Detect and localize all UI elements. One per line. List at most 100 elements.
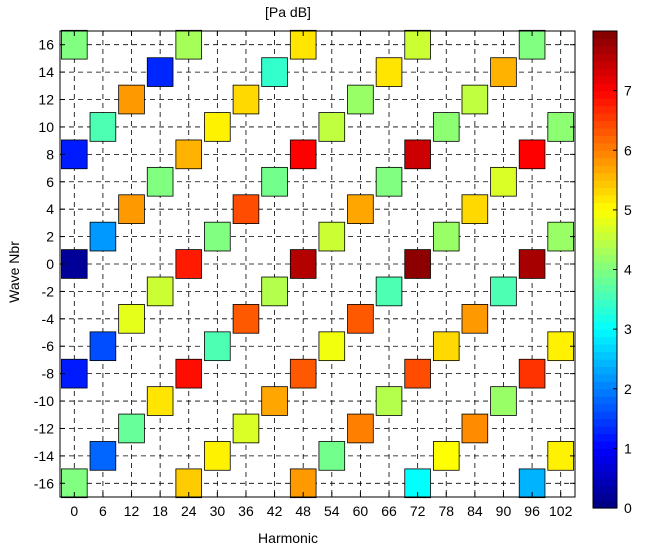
heatmap-cell bbox=[432, 112, 460, 142]
colorbar-segment bbox=[593, 247, 617, 256]
heatmap-cell bbox=[461, 84, 489, 115]
colorbar-segment bbox=[593, 299, 617, 308]
colorbar-segment bbox=[593, 269, 617, 278]
heatmap-cell bbox=[289, 358, 317, 389]
plot-area: 0 6 12 18 24 30 36 42 48 54 60 66 72 78 84 90 96 10216141… bbox=[34, 29, 576, 519]
colorbar-tick-label: 3 bbox=[624, 321, 632, 337]
heatmap-cell bbox=[461, 304, 489, 334]
heatmap-cell bbox=[375, 166, 403, 197]
heatmap-cell bbox=[175, 249, 203, 279]
colorbar-segment bbox=[593, 75, 617, 84]
colorbar-segment bbox=[593, 239, 617, 248]
x-tick-label: 12 bbox=[124, 503, 140, 519]
y-tick-label: -10 bbox=[34, 393, 54, 409]
y-tick-label: -16 bbox=[34, 475, 54, 491]
colorbar-segment bbox=[593, 194, 617, 204]
colorbar-segment bbox=[593, 142, 617, 151]
x-tick-label: 96 bbox=[524, 503, 540, 519]
colorbar-segment bbox=[593, 83, 617, 92]
heatmap-cell bbox=[432, 221, 460, 252]
colorbar: 0 1 2 3 4 5 6 7 bbox=[592, 30, 632, 516]
y-tick-label: 12 bbox=[38, 92, 54, 108]
heatmap-cell bbox=[261, 166, 288, 197]
heatmap-cell bbox=[490, 166, 517, 197]
heatmap-cell bbox=[118, 194, 145, 224]
colorbar-segment bbox=[593, 224, 617, 233]
colorbar-segment bbox=[593, 284, 617, 293]
heatmap-cell bbox=[347, 413, 374, 444]
y-tick-label: 4 bbox=[46, 201, 54, 217]
heatmap-cell bbox=[146, 57, 174, 87]
heatmap-cell bbox=[146, 276, 174, 307]
x-tick-label: 42 bbox=[267, 503, 283, 519]
colorbar-segment bbox=[593, 254, 617, 263]
heatmap-cell bbox=[175, 358, 203, 389]
colorbar-segment bbox=[593, 470, 617, 479]
heatmap-cell bbox=[232, 304, 260, 334]
x-tick-label: 18 bbox=[152, 503, 168, 519]
x-tick-label: 84 bbox=[467, 503, 483, 519]
colorbar-segment bbox=[593, 306, 617, 315]
heatmap-cell bbox=[347, 194, 374, 224]
x-tick-label: 66 bbox=[381, 503, 397, 519]
heatmap-cell bbox=[61, 358, 88, 389]
colorbar-segment bbox=[593, 448, 617, 457]
colorbar-segment bbox=[593, 31, 617, 40]
y-tick-label: 0 bbox=[46, 256, 54, 272]
colorbar-tick-label: 7 bbox=[624, 83, 632, 99]
colorbar-segment bbox=[593, 500, 617, 509]
y-tick-label: -8 bbox=[42, 366, 55, 382]
heatmap-cell bbox=[318, 331, 346, 362]
heatmap-cell bbox=[347, 304, 374, 334]
colorbar-segment bbox=[593, 336, 617, 345]
heatmap-cell bbox=[289, 249, 317, 279]
colorbar-segment bbox=[593, 426, 617, 435]
heatmap-cell bbox=[261, 57, 288, 87]
colorbar-segment bbox=[593, 478, 617, 487]
colorbar-segment bbox=[593, 98, 617, 107]
heatmap-cell bbox=[404, 249, 431, 279]
heatmap-cell bbox=[404, 139, 431, 170]
x-tick-label: 48 bbox=[295, 503, 311, 519]
heatmap-cell bbox=[547, 112, 574, 142]
heatmap-cell bbox=[547, 441, 574, 471]
y-tick-label: -12 bbox=[34, 420, 54, 436]
colorbar-segment bbox=[593, 120, 617, 129]
colorbar-segment bbox=[593, 187, 617, 196]
x-tick-label: 90 bbox=[496, 503, 512, 519]
heatmap-cell bbox=[261, 276, 288, 307]
heatmap-cell bbox=[175, 139, 203, 170]
heatmap-cell bbox=[432, 441, 460, 471]
colorbar-segment bbox=[593, 381, 617, 390]
y-tick-label: 16 bbox=[38, 37, 54, 53]
heatmap-cell bbox=[289, 139, 317, 170]
heatmap-cell bbox=[204, 221, 231, 252]
heatmap-cell bbox=[89, 112, 117, 142]
heatmap-cell bbox=[518, 358, 546, 389]
y-axis-label: Wave Nbr bbox=[6, 241, 22, 303]
heatmap-cell bbox=[232, 194, 260, 224]
heatmap-cell bbox=[61, 249, 88, 279]
heatmap-cell bbox=[318, 112, 346, 142]
colorbar-segment bbox=[593, 127, 617, 136]
x-tick-label: 72 bbox=[410, 503, 426, 519]
heatmap-cell bbox=[118, 413, 145, 444]
colorbar-tick-label: 4 bbox=[624, 262, 632, 278]
heatmap-cell bbox=[89, 331, 117, 362]
colorbar-segment bbox=[593, 68, 617, 77]
heatmap-cell bbox=[375, 386, 403, 416]
heatmap-cell bbox=[61, 139, 88, 170]
heatmap-cell bbox=[490, 57, 517, 87]
heatmap-cell bbox=[375, 276, 403, 307]
heatmap-cell bbox=[146, 166, 174, 197]
x-tick-label: 36 bbox=[238, 503, 254, 519]
heatmap-cell bbox=[118, 304, 145, 334]
y-tick-label: 2 bbox=[46, 229, 54, 245]
colorbar-segment bbox=[593, 403, 617, 412]
heatmap-cell bbox=[518, 139, 546, 170]
y-tick-label: 14 bbox=[38, 64, 54, 80]
colorbar-segment bbox=[593, 321, 617, 330]
colorbar-segment bbox=[593, 433, 617, 442]
heatmap-cell bbox=[318, 441, 346, 471]
heatmap-cell bbox=[261, 386, 288, 416]
